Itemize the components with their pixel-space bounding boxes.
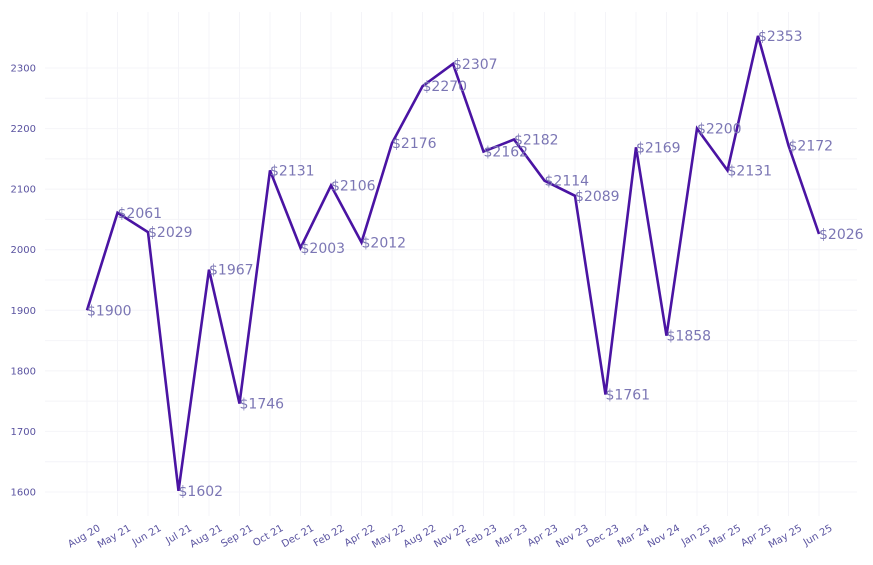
- x-tick-label: Jun 21: [130, 523, 164, 549]
- data-label: $2114: [545, 174, 590, 190]
- data-label: $2012: [362, 235, 407, 251]
- y-tick-label: 1700: [11, 427, 36, 438]
- x-tick-label: Jan 25: [679, 523, 712, 549]
- data-label: $1858: [667, 329, 712, 345]
- y-tick-label: 2000: [11, 245, 36, 256]
- x-tick-label: Aug 21: [188, 523, 224, 550]
- x-tick-label: Jun 25: [801, 523, 835, 549]
- y-tick-label: 2200: [11, 124, 36, 135]
- x-tick-label: May 25: [767, 523, 804, 551]
- data-label: $1900: [87, 303, 132, 319]
- x-tick-label: May 21: [96, 523, 133, 551]
- data-label: $1967: [209, 263, 254, 279]
- x-tick-label: Feb 22: [312, 523, 347, 549]
- data-label: $2200: [697, 122, 742, 138]
- x-tick-label: Oct 21: [251, 523, 285, 549]
- x-tick-label: Mar 24: [616, 523, 652, 550]
- data-label: $2003: [301, 241, 346, 257]
- data-label: $2162: [484, 145, 529, 161]
- data-label: $1761: [606, 387, 651, 403]
- data-label: $2270: [423, 79, 468, 95]
- data-label: $2089: [575, 189, 620, 205]
- data-label: $2353: [758, 29, 803, 45]
- x-tick-label: Sep 21: [219, 523, 255, 550]
- data-label: $2172: [789, 139, 834, 155]
- series-line: [85, 35, 821, 491]
- data-label: $2061: [118, 206, 163, 222]
- data-labels: $1900 $2061 $2029 $1602 $1967 $1746 $2131 $2003…: [87, 29, 864, 500]
- x-tick-label: Mar 25: [707, 523, 743, 550]
- x-tick-label: Dec 23: [585, 523, 621, 550]
- series-group: [85, 35, 821, 491]
- x-tick-label: Nov 24: [646, 523, 682, 550]
- y-tick-label: 1600: [11, 488, 36, 499]
- x-tick-label: Aug 22: [402, 523, 438, 550]
- x-tick-label: Apr 23: [526, 523, 560, 549]
- data-label: $2182: [514, 132, 559, 148]
- data-label: $2169: [636, 140, 681, 156]
- y-tick-label: 1900: [11, 306, 36, 317]
- data-label: $2029: [148, 225, 193, 241]
- x-tick-label: Nov 22: [432, 523, 468, 550]
- data-label: $2106: [331, 179, 376, 195]
- x-tick-label: Feb 23: [464, 523, 499, 549]
- y-tick-label: 2100: [11, 185, 36, 196]
- data-label: $1746: [240, 397, 285, 413]
- data-label: $1602: [179, 484, 224, 500]
- x-tick-label: May 22: [370, 523, 407, 551]
- x-tick-label: Aug 20: [66, 523, 102, 550]
- data-label: $2026: [819, 227, 864, 243]
- data-label: $2131: [728, 163, 773, 179]
- data-label: $2176: [392, 136, 437, 152]
- data-label: $2307: [453, 57, 498, 73]
- grid-lines: [45, 12, 857, 516]
- x-tick-label: Dec 21: [280, 523, 316, 550]
- x-tick-label: Nov 23: [554, 523, 590, 550]
- y-axis: 1600 1700 1800 1900 2000 2100 2200 2300: [11, 64, 36, 499]
- data-label: $2131: [270, 163, 315, 179]
- y-tick-label: 1800: [11, 366, 36, 377]
- x-tick-label: Mar 23: [494, 523, 530, 550]
- y-tick-label: 2300: [11, 64, 36, 75]
